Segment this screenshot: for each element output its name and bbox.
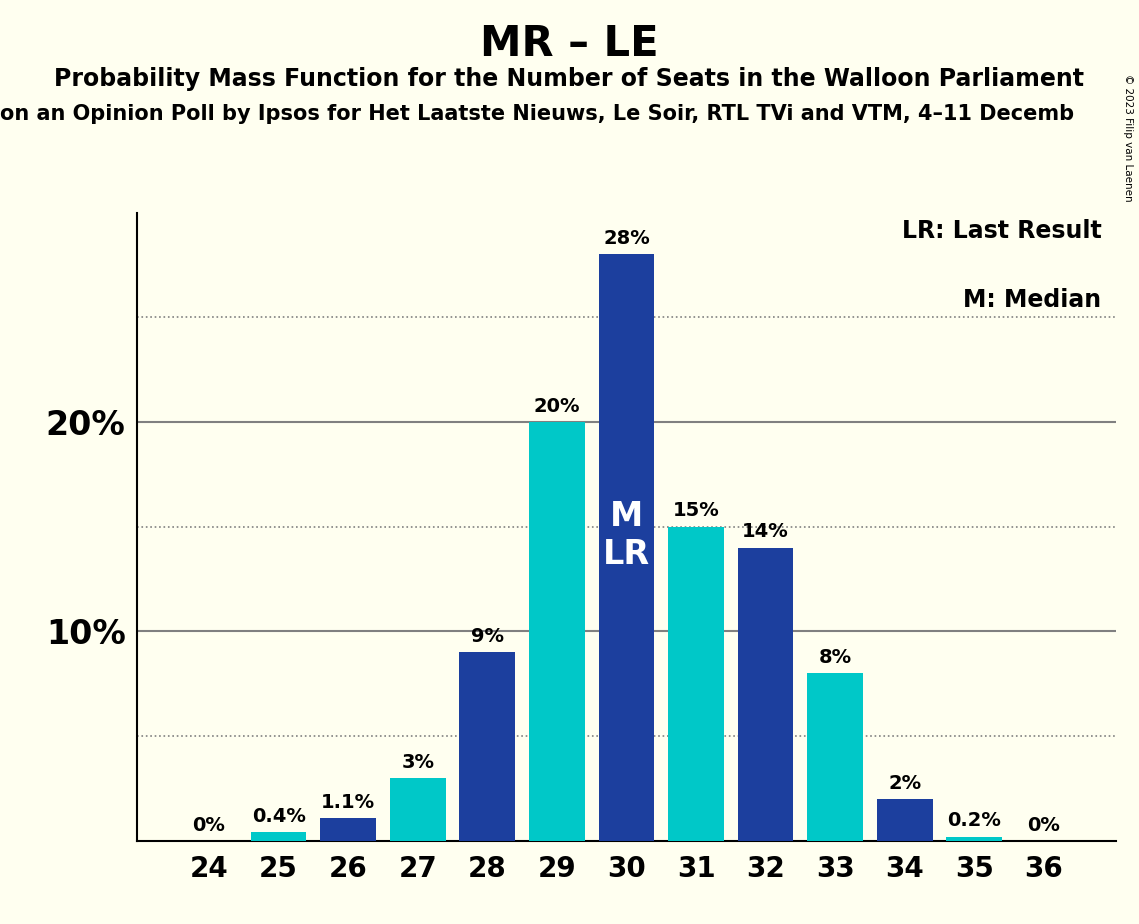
Text: 0%: 0% — [192, 816, 226, 834]
Text: © 2023 Filip van Laenen: © 2023 Filip van Laenen — [1123, 74, 1133, 201]
Text: 3%: 3% — [401, 753, 434, 772]
Bar — [251, 833, 306, 841]
Bar — [808, 674, 863, 841]
Bar — [669, 527, 724, 841]
Text: 8%: 8% — [819, 648, 852, 667]
Text: 20%: 20% — [534, 396, 580, 416]
Text: 2%: 2% — [888, 773, 921, 793]
Bar — [320, 818, 376, 841]
Text: 0%: 0% — [1027, 816, 1060, 834]
Text: 0.2%: 0.2% — [948, 811, 1001, 831]
Text: 14%: 14% — [743, 522, 789, 541]
Text: 9%: 9% — [470, 627, 503, 646]
Bar — [528, 422, 584, 841]
Text: MR – LE: MR – LE — [481, 23, 658, 65]
Bar — [459, 652, 515, 841]
Text: M
LR: M LR — [603, 500, 650, 572]
Bar — [390, 778, 445, 841]
Bar — [599, 254, 654, 841]
Text: on an Opinion Poll by Ipsos for Het Laatste Nieuws, Le Soir, RTL TVi and VTM, 4–: on an Opinion Poll by Ipsos for Het Laat… — [0, 104, 1074, 125]
Text: 15%: 15% — [673, 502, 720, 520]
Bar — [738, 548, 794, 841]
Text: LR: Last Result: LR: Last Result — [902, 219, 1101, 243]
Text: M: Median: M: Median — [964, 288, 1101, 312]
Text: 0.4%: 0.4% — [252, 808, 305, 826]
Text: 28%: 28% — [603, 229, 650, 249]
Text: Probability Mass Function for the Number of Seats in the Walloon Parliament: Probability Mass Function for the Number… — [55, 67, 1084, 91]
Bar — [877, 799, 933, 841]
Bar — [947, 836, 1002, 841]
Text: 1.1%: 1.1% — [321, 793, 375, 811]
